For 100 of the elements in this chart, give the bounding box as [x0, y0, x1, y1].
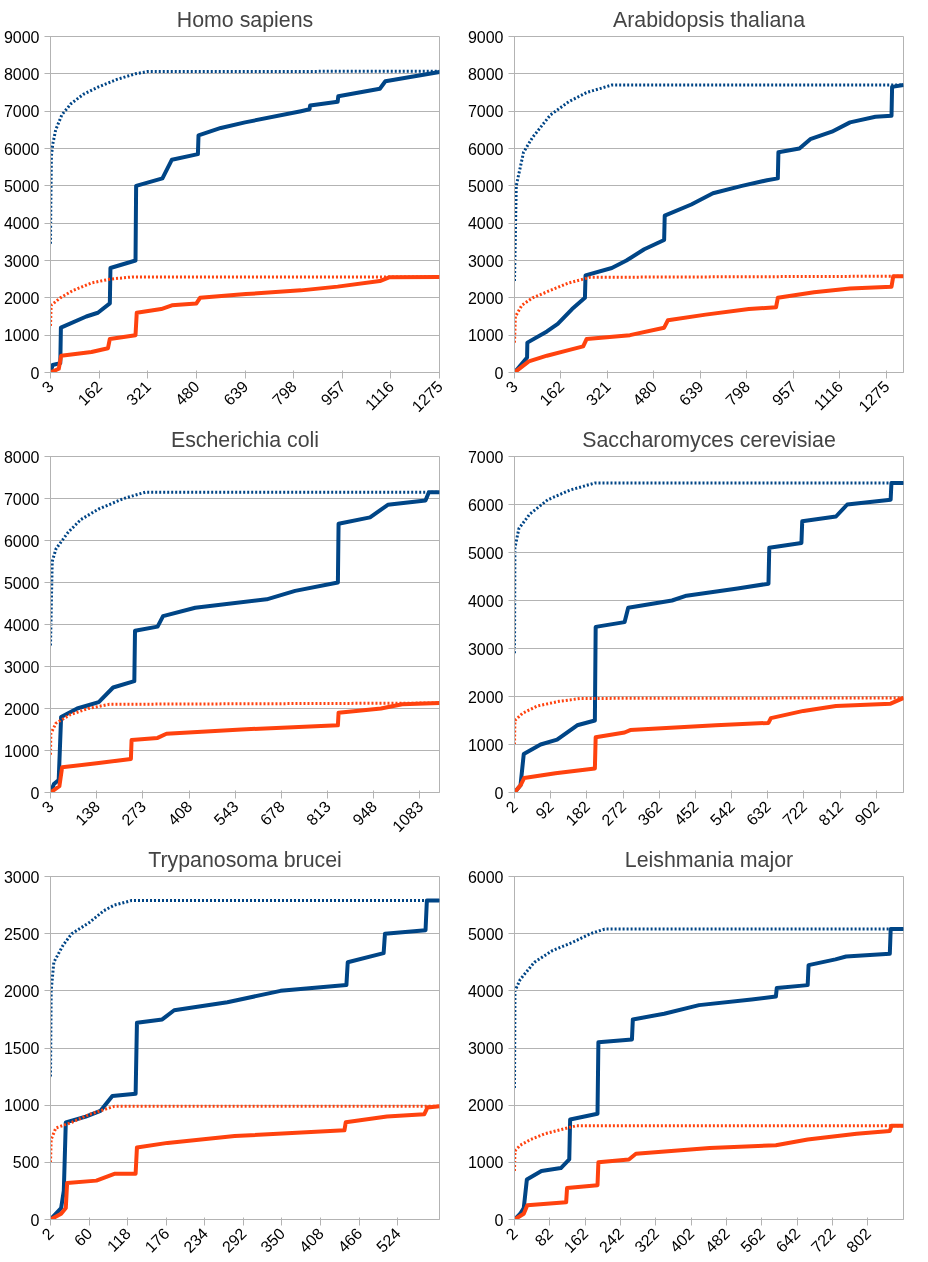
y-tick-label: 8000	[467, 65, 504, 83]
y-tick-label: 7000	[467, 103, 504, 121]
y-tick-label: 3000	[3, 868, 40, 886]
x-tick-label: 813	[303, 797, 335, 829]
chart-title: Saccharomyces cerevisiae	[582, 427, 836, 452]
x-tick-label: 3	[38, 797, 57, 817]
x-tick-label: 162	[536, 377, 568, 409]
x-tick-label: 2	[502, 797, 521, 817]
y-tick-label: 1500	[3, 1040, 40, 1057]
x-tick-label: 482	[701, 1224, 733, 1256]
x-tick-label: 350	[257, 1224, 289, 1256]
x-tick-label: 524	[373, 1224, 405, 1256]
x-tick-label: 562	[737, 1224, 769, 1256]
x-tick-label: 272	[598, 797, 630, 829]
x-tick-label: 408	[164, 797, 196, 829]
x-tick-label: 722	[807, 1224, 839, 1256]
x-tick-label: 798	[269, 377, 301, 409]
x-tick-label: 321	[123, 377, 155, 409]
x-tick-label: 321	[582, 377, 614, 409]
y-tick-label: 4000	[3, 215, 40, 233]
y-tick-label: 7000	[3, 103, 40, 121]
x-tick-label: 92	[532, 797, 558, 823]
y-tick-label: 2000	[467, 688, 504, 706]
y-tick-label: 6000	[3, 532, 40, 550]
x-tick-label: 273	[118, 797, 150, 829]
y-tick-label: 5000	[467, 177, 504, 195]
x-tick-label: 802	[843, 1224, 875, 1256]
y-tick-label: 3000	[467, 640, 504, 658]
y-tick-label: 0	[30, 784, 40, 802]
y-tick-label: 0	[494, 1211, 504, 1229]
y-tick-label: 5000	[467, 925, 504, 943]
y-tick-label: 4000	[467, 592, 504, 610]
x-tick-label: 957	[768, 377, 800, 409]
y-tick-label: 3000	[3, 252, 40, 270]
y-tick-label: 1000	[467, 736, 504, 754]
x-tick-label: 162	[74, 377, 106, 409]
x-tick-label: 138	[72, 797, 104, 829]
x-tick-label: 292	[218, 1224, 250, 1256]
y-tick-label: 4000	[467, 982, 504, 1000]
x-tick-label: 60	[70, 1224, 96, 1250]
y-tick-label: 9000	[3, 28, 40, 46]
y-tick-label: 5000	[3, 177, 40, 195]
x-tick-label: 176	[141, 1224, 173, 1256]
y-tick-label: 0	[30, 1211, 40, 1229]
x-tick-label: 957	[317, 377, 349, 409]
x-tick-label: 722	[779, 797, 811, 829]
x-tick-label: 642	[772, 1224, 804, 1256]
y-tick-label: 2000	[3, 700, 40, 718]
y-tick-label: 7000	[467, 448, 504, 466]
x-tick-label: 480	[171, 377, 203, 409]
y-tick-label: 4000	[3, 616, 40, 634]
y-tick-label: 7000	[3, 490, 40, 508]
y-tick-label: 8000	[3, 448, 40, 466]
y-tick-label: 1000	[3, 1097, 40, 1115]
y-tick-label: 2500	[3, 925, 40, 943]
x-tick-label: 234	[180, 1224, 212, 1256]
y-tick-label: 6000	[467, 868, 504, 886]
y-tick-label: 2000	[467, 289, 504, 307]
x-tick-label: 162	[560, 1224, 592, 1256]
y-tick-label: 1000	[3, 327, 40, 345]
y-tick-label: 5000	[467, 544, 504, 562]
x-tick-label: 678	[256, 797, 288, 829]
chart-title: Trypanosoma brucei	[148, 847, 342, 872]
x-tick-label: 3	[38, 377, 57, 397]
y-tick-label: 5000	[3, 574, 40, 592]
chart-title: Arabidopsis thaliana	[612, 7, 806, 32]
x-tick-label: 82	[531, 1224, 557, 1250]
y-tick-label: 0	[494, 364, 504, 382]
x-tick-label: 3	[502, 377, 521, 397]
x-tick-label: 639	[675, 377, 707, 409]
x-tick-label: 2	[502, 1224, 521, 1244]
x-tick-label: 408	[295, 1224, 327, 1256]
y-tick-label: 8000	[3, 65, 40, 83]
y-tick-label: 1000	[3, 742, 40, 760]
x-tick-label: 902	[851, 797, 883, 829]
y-tick-label: 6000	[3, 140, 40, 158]
y-tick-label: 500	[12, 1154, 40, 1172]
x-tick-label: 948	[349, 797, 381, 829]
x-tick-label: 542	[706, 797, 738, 829]
y-tick-label: 2000	[467, 1097, 504, 1115]
y-tick-label: 6000	[467, 140, 504, 158]
y-tick-label: 3000	[467, 1040, 504, 1057]
y-tick-label: 1000	[467, 327, 504, 345]
y-tick-label: 4000	[467, 215, 504, 233]
x-tick-label: 242	[595, 1224, 627, 1256]
y-tick-label: 2000	[3, 289, 40, 307]
y-tick-label: 2000	[3, 982, 40, 1000]
x-tick-label: 322	[631, 1224, 663, 1256]
x-tick-label: 798	[722, 377, 754, 409]
y-tick-label: 6000	[467, 496, 504, 514]
chart-title: Escherichia coli	[170, 427, 320, 452]
y-tick-label: 0	[30, 364, 40, 382]
x-tick-label: 466	[334, 1224, 366, 1256]
x-tick-label: 452	[670, 797, 702, 829]
chart-title: Homo sapiens	[176, 7, 314, 32]
x-tick-label: 812	[815, 797, 847, 829]
y-tick-label: 0	[494, 784, 504, 802]
x-tick-label: 2	[38, 1224, 57, 1244]
x-tick-label: 362	[634, 797, 666, 829]
x-tick-label: 632	[743, 797, 775, 829]
